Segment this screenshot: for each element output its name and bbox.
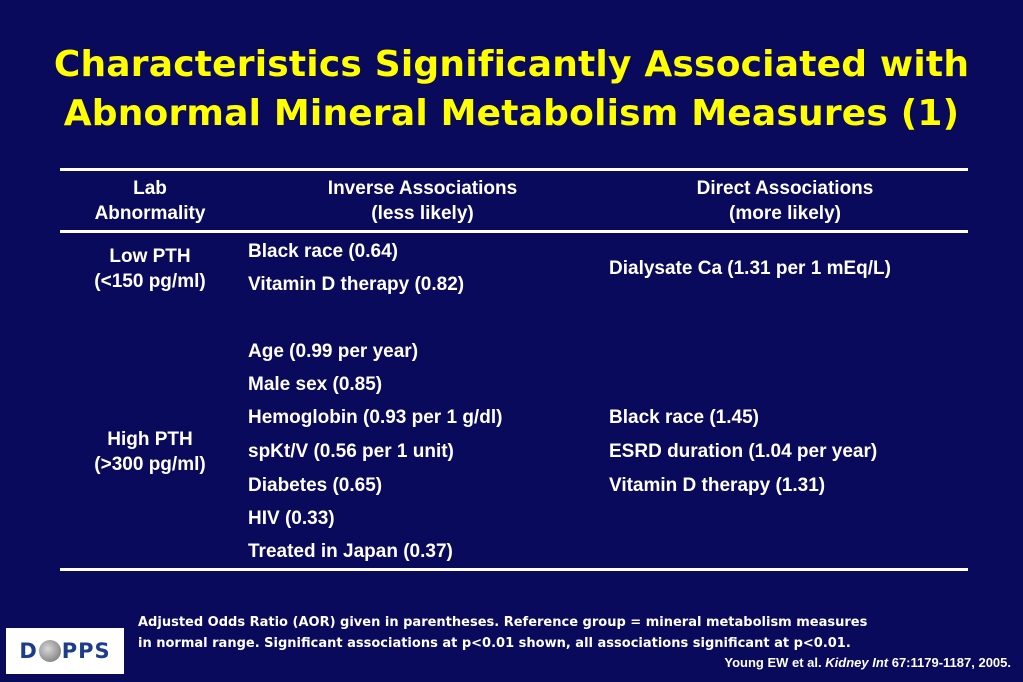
citation-journal: Kidney Int [825,655,889,670]
header-text: Lab [133,178,167,199]
citation: Young EW et al. Kidney Int 67:1179-1187,… [724,655,1011,670]
title-line-2: Abnormal Mineral Metabolism Measures (1) [63,93,960,134]
list-item: Vitamin D therapy (0.82) [248,274,465,295]
slide-title: Characteristics Significantly Associated… [0,40,1023,138]
header-text: Inverse Associations [327,178,518,199]
list-item: Dialysate Ca (1.31 per 1 mEq/L) [609,258,891,279]
header-text: Direct Associations [696,178,874,199]
list-item: Treated in Japan (0.37) [248,541,453,562]
table-top-rule [60,168,968,171]
logo-text: PPS [61,639,111,663]
list-item: Male sex (0.85) [248,374,383,395]
list-item: Hemoglobin (0.93 per 1 g/dl) [248,407,503,428]
table-bottom-rule [60,568,968,571]
list-item: Black race (1.45) [609,407,759,428]
list-item: Black race (0.64) [248,241,398,262]
table-header-rule [60,230,968,233]
header-text: (more likely) [729,203,841,224]
citation-authors: Young EW et al. [724,655,822,670]
list-item: ESRD duration (1.04 per year) [609,441,878,462]
row-label-text: (>300 pg/ml) [94,454,206,475]
row-label-text: Low PTH [109,246,191,267]
row-label-text: High PTH [107,429,193,450]
list-item: Vitamin D therapy (1.31) [609,475,826,496]
title-line-1: Characteristics Significantly Associated… [53,44,970,85]
citation-ref: 67:1179-1187, 2005. [891,655,1011,670]
footnote-line: Adjusted Odds Ratio (AOR) given in paren… [138,615,868,630]
footnote: Adjusted Odds Ratio (AOR) given in paren… [138,612,998,654]
globe-icon [38,640,61,662]
list-item: spKt/V (0.56 per 1 unit) [248,441,454,462]
header-text: Abnormality [94,203,206,224]
row-label-high-pth: High PTH (>300 pg/ml) [60,427,240,477]
logo-text: D [19,639,38,663]
footnote-line: in normal range. Significant association… [138,636,851,651]
header-text: (less likely) [371,203,474,224]
dopps-logo: D PPS [6,628,124,674]
list-item: Diabetes (0.65) [248,475,383,496]
row-label-text: (<150 pg/ml) [94,271,206,292]
list-item: Age (0.99 per year) [248,341,419,362]
header-inverse-associations: Inverse Associations (less likely) [290,176,555,226]
header-lab-abnormality: Lab Abnormality [60,176,240,226]
header-direct-associations: Direct Associations (more likely) [650,176,920,226]
list-item: HIV (0.33) [248,508,335,529]
row-label-low-pth: Low PTH (<150 pg/ml) [60,244,240,294]
